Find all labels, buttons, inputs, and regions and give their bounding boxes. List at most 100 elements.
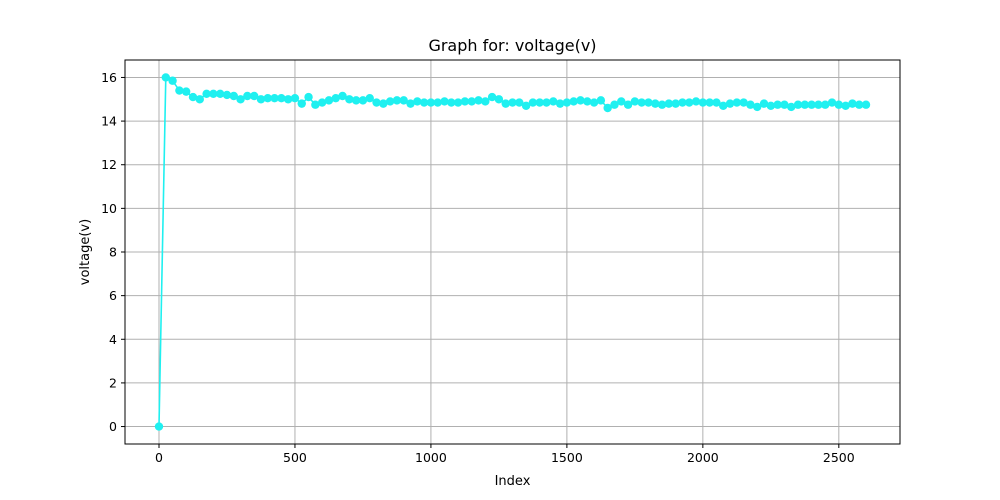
data-point bbox=[467, 97, 476, 106]
data-point bbox=[453, 98, 463, 107]
y-tick-label: 14 bbox=[101, 114, 117, 129]
data-point bbox=[596, 96, 606, 105]
data-point bbox=[419, 98, 429, 107]
x-tick-label: 2000 bbox=[687, 450, 719, 465]
data-point bbox=[487, 92, 497, 102]
data-point bbox=[331, 93, 340, 103]
data-point bbox=[603, 103, 612, 113]
data-point bbox=[494, 95, 504, 104]
data-point bbox=[277, 93, 286, 103]
x-tick-label: 1500 bbox=[551, 450, 583, 465]
data-point bbox=[705, 98, 714, 107]
data-point bbox=[222, 90, 232, 100]
data-point bbox=[848, 99, 857, 108]
y-tick-label: 12 bbox=[101, 157, 117, 172]
data-point bbox=[379, 99, 388, 108]
data-point bbox=[698, 98, 708, 107]
data-point bbox=[175, 86, 184, 95]
data-point bbox=[338, 91, 347, 101]
data-point bbox=[855, 100, 864, 109]
data-point bbox=[691, 97, 701, 106]
data-point bbox=[562, 98, 572, 107]
data-point bbox=[821, 100, 830, 109]
data-point bbox=[290, 93, 300, 103]
data-point bbox=[317, 98, 327, 107]
data-point bbox=[746, 100, 755, 109]
data-point bbox=[297, 99, 306, 108]
data-point bbox=[630, 97, 640, 106]
y-tick-label: 8 bbox=[109, 245, 117, 260]
data-point bbox=[304, 92, 313, 102]
data-point bbox=[351, 96, 361, 105]
data-point bbox=[460, 97, 470, 106]
data-point bbox=[154, 422, 164, 431]
data-point bbox=[481, 97, 490, 106]
data-point bbox=[508, 98, 517, 107]
data-point bbox=[719, 101, 728, 111]
data-point bbox=[739, 98, 748, 107]
data-point bbox=[372, 98, 381, 107]
data-point bbox=[209, 89, 218, 99]
data-point bbox=[800, 100, 810, 109]
data-point bbox=[671, 99, 680, 108]
data-point bbox=[861, 100, 871, 109]
data-point bbox=[827, 98, 837, 107]
x-tick-label: 2500 bbox=[823, 450, 855, 465]
y-tick-label: 10 bbox=[101, 201, 117, 216]
x-axis: 0 500 1000 1500 2000 2500 bbox=[155, 444, 855, 465]
data-point bbox=[392, 96, 402, 105]
data-point bbox=[542, 98, 551, 107]
data-point bbox=[841, 101, 850, 111]
data-point bbox=[270, 93, 279, 103]
data-point bbox=[787, 102, 796, 112]
data-point bbox=[515, 98, 524, 107]
data-point bbox=[569, 97, 578, 106]
data-point bbox=[583, 97, 592, 106]
data-point bbox=[385, 97, 395, 106]
data-point bbox=[365, 93, 374, 103]
data-point bbox=[759, 99, 769, 108]
x-tick-label: 1000 bbox=[415, 450, 447, 465]
data-point bbox=[807, 100, 816, 109]
data-point bbox=[766, 101, 776, 111]
data-point bbox=[324, 96, 334, 105]
data-point bbox=[202, 89, 211, 99]
y-axis: 0 2 4 6 8 10 12 14 16 bbox=[101, 70, 125, 434]
data-point bbox=[168, 76, 177, 85]
data-point bbox=[644, 98, 653, 107]
x-tick-label: 500 bbox=[283, 450, 307, 465]
y-tick-label: 16 bbox=[101, 70, 117, 85]
data-point bbox=[685, 98, 694, 107]
data-point bbox=[433, 98, 442, 107]
data-point bbox=[406, 99, 415, 108]
data-point bbox=[399, 96, 408, 105]
data-point bbox=[589, 98, 599, 107]
data-point bbox=[664, 99, 674, 108]
x-axis-label: Index bbox=[495, 474, 531, 489]
data-point bbox=[657, 100, 667, 109]
data-point bbox=[780, 100, 789, 109]
data-point bbox=[447, 98, 456, 107]
data-point bbox=[793, 100, 803, 109]
data-point bbox=[576, 96, 585, 105]
chart-title: Graph for: voltage(v) bbox=[428, 36, 596, 55]
y-axis-label: voltage(v) bbox=[78, 219, 93, 285]
data-point bbox=[413, 97, 422, 106]
data-point bbox=[195, 95, 204, 104]
data-point bbox=[617, 97, 626, 106]
data-point bbox=[440, 97, 449, 106]
y-tick-label: 6 bbox=[109, 288, 117, 303]
data-point bbox=[549, 97, 558, 106]
data-point bbox=[283, 95, 293, 104]
data-point bbox=[535, 98, 544, 107]
y-tick-label: 4 bbox=[109, 332, 117, 347]
data-point bbox=[358, 96, 368, 105]
data-point bbox=[610, 100, 619, 109]
data-point bbox=[651, 99, 660, 108]
x-tick-label: 0 bbox=[155, 450, 163, 465]
data-point bbox=[474, 96, 483, 105]
data-point bbox=[725, 99, 735, 108]
data-point bbox=[243, 91, 252, 101]
